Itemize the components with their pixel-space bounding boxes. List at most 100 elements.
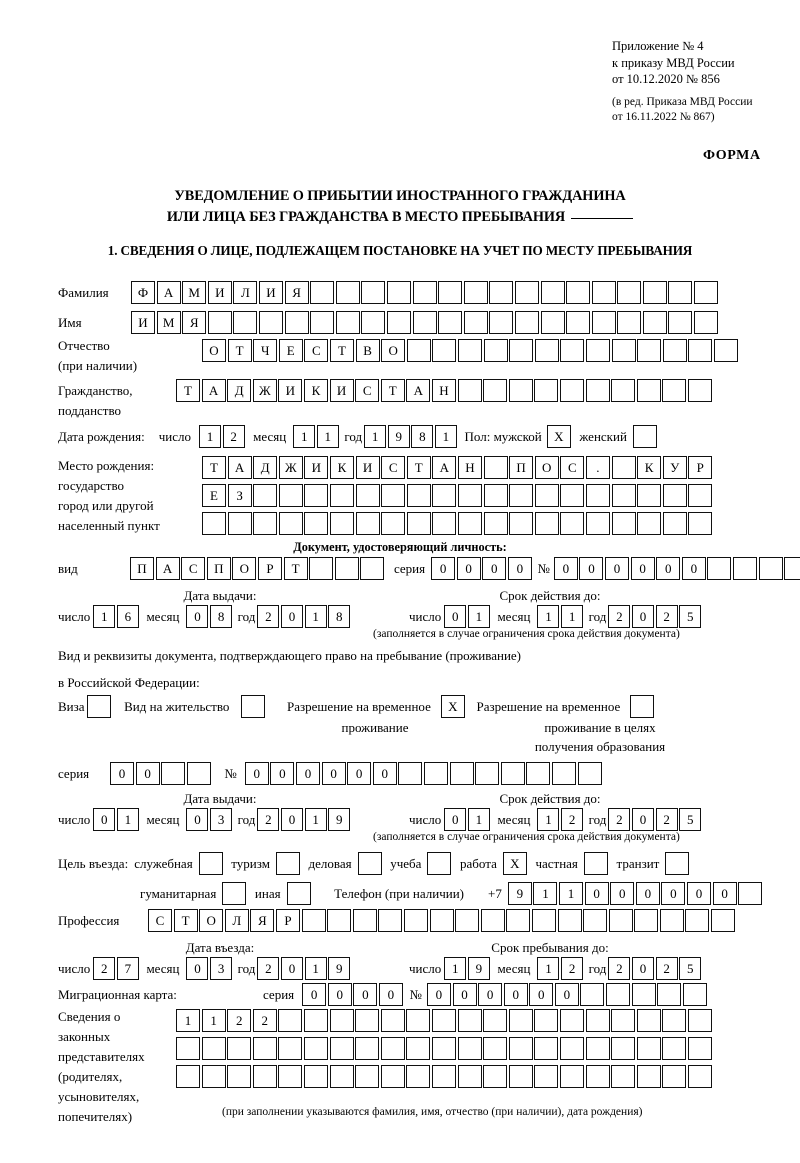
char-box[interactable] bbox=[634, 909, 659, 932]
char-box[interactable]: 0 bbox=[553, 557, 578, 580]
char-box[interactable]: Ж bbox=[252, 379, 277, 402]
char-box[interactable]: 0 bbox=[244, 762, 269, 785]
char-box[interactable]: 7 bbox=[116, 957, 139, 980]
char-box[interactable] bbox=[483, 339, 508, 362]
char-box[interactable]: С bbox=[381, 456, 406, 479]
char-box[interactable] bbox=[608, 909, 633, 932]
char-box[interactable]: 2 bbox=[608, 957, 631, 980]
char-box[interactable]: 8 bbox=[328, 605, 351, 628]
char-box[interactable] bbox=[636, 379, 661, 402]
char-box[interactable] bbox=[431, 1009, 456, 1032]
char-box[interactable] bbox=[329, 512, 354, 535]
char-box[interactable] bbox=[309, 557, 334, 580]
char-box[interactable] bbox=[668, 281, 693, 304]
char-box[interactable] bbox=[335, 281, 360, 304]
char-box[interactable] bbox=[201, 1065, 226, 1088]
char-box[interactable]: 0 bbox=[610, 882, 635, 905]
char-box[interactable] bbox=[386, 281, 411, 304]
char-box[interactable]: 0 bbox=[327, 983, 352, 1006]
char-box[interactable] bbox=[534, 512, 559, 535]
char-box[interactable]: 2 bbox=[227, 1009, 252, 1032]
char-box[interactable]: 2 bbox=[252, 1009, 277, 1032]
char-box[interactable]: У bbox=[662, 456, 687, 479]
char-box[interactable] bbox=[207, 311, 232, 334]
char-box[interactable] bbox=[508, 1009, 533, 1032]
char-box[interactable]: Ф bbox=[131, 281, 155, 304]
char-box[interactable] bbox=[457, 1065, 482, 1088]
char-box[interactable] bbox=[457, 512, 482, 535]
char-box[interactable]: К bbox=[637, 456, 662, 479]
char-box[interactable]: 0 bbox=[347, 762, 372, 785]
char-box[interactable] bbox=[509, 512, 534, 535]
char-box[interactable] bbox=[449, 762, 474, 785]
char-box[interactable] bbox=[738, 882, 763, 905]
char-box[interactable]: М bbox=[156, 311, 181, 334]
char-box[interactable]: 0 bbox=[110, 762, 134, 785]
char-box[interactable]: 0 bbox=[186, 957, 209, 980]
char-box[interactable]: 1 bbox=[561, 605, 584, 628]
char-box[interactable]: Н bbox=[457, 456, 482, 479]
char-box[interactable] bbox=[457, 379, 482, 402]
char-box[interactable] bbox=[278, 1037, 303, 1060]
char-box[interactable] bbox=[682, 983, 707, 1006]
char-box[interactable] bbox=[591, 311, 616, 334]
char-box[interactable] bbox=[406, 484, 431, 507]
char-box[interactable] bbox=[611, 1037, 636, 1060]
char-box[interactable]: 3 bbox=[210, 808, 233, 831]
char-box[interactable]: 0 bbox=[135, 762, 160, 785]
char-box[interactable] bbox=[480, 909, 505, 932]
char-box[interactable]: Ч bbox=[253, 339, 278, 362]
char-box[interactable]: 1 bbox=[444, 957, 467, 980]
purpose-option-checkbox[interactable] bbox=[427, 852, 452, 875]
representatives-boxes-3[interactable] bbox=[176, 1065, 713, 1088]
char-box[interactable] bbox=[381, 484, 406, 507]
char-box[interactable] bbox=[483, 512, 508, 535]
char-box[interactable]: 1 bbox=[537, 808, 560, 831]
char-box[interactable] bbox=[557, 909, 582, 932]
char-box[interactable]: Л bbox=[233, 281, 258, 304]
char-box[interactable]: 5 bbox=[679, 605, 702, 628]
char-box[interactable] bbox=[662, 1037, 687, 1060]
char-box[interactable] bbox=[688, 512, 713, 535]
char-box[interactable] bbox=[611, 1009, 636, 1032]
char-box[interactable] bbox=[636, 1009, 661, 1032]
purpose-option-checkbox[interactable] bbox=[275, 852, 300, 875]
char-box[interactable] bbox=[489, 281, 514, 304]
char-box[interactable]: 0 bbox=[656, 557, 681, 580]
char-box[interactable] bbox=[534, 1065, 559, 1088]
purpose-option-checkbox[interactable]: X bbox=[502, 852, 527, 875]
char-box[interactable]: Т bbox=[227, 339, 252, 362]
char-box[interactable] bbox=[227, 1037, 252, 1060]
char-box[interactable]: 9 bbox=[507, 882, 532, 905]
char-box[interactable] bbox=[278, 484, 303, 507]
char-box[interactable]: О bbox=[232, 557, 257, 580]
char-box[interactable] bbox=[662, 512, 687, 535]
char-box[interactable] bbox=[560, 512, 585, 535]
char-box[interactable]: 2 bbox=[608, 808, 631, 831]
char-box[interactable] bbox=[455, 909, 480, 932]
char-box[interactable] bbox=[423, 762, 448, 785]
char-box[interactable] bbox=[327, 909, 352, 932]
purpose-option-checkbox[interactable] bbox=[286, 882, 311, 905]
char-box[interactable] bbox=[606, 983, 631, 1006]
char-box[interactable]: 1 bbox=[316, 425, 339, 448]
char-box[interactable] bbox=[303, 1037, 328, 1060]
char-box[interactable]: 8 bbox=[411, 425, 434, 448]
char-box[interactable]: 0 bbox=[635, 882, 660, 905]
char-box[interactable] bbox=[583, 909, 608, 932]
char-box[interactable] bbox=[253, 484, 278, 507]
char-box[interactable] bbox=[329, 1065, 354, 1088]
